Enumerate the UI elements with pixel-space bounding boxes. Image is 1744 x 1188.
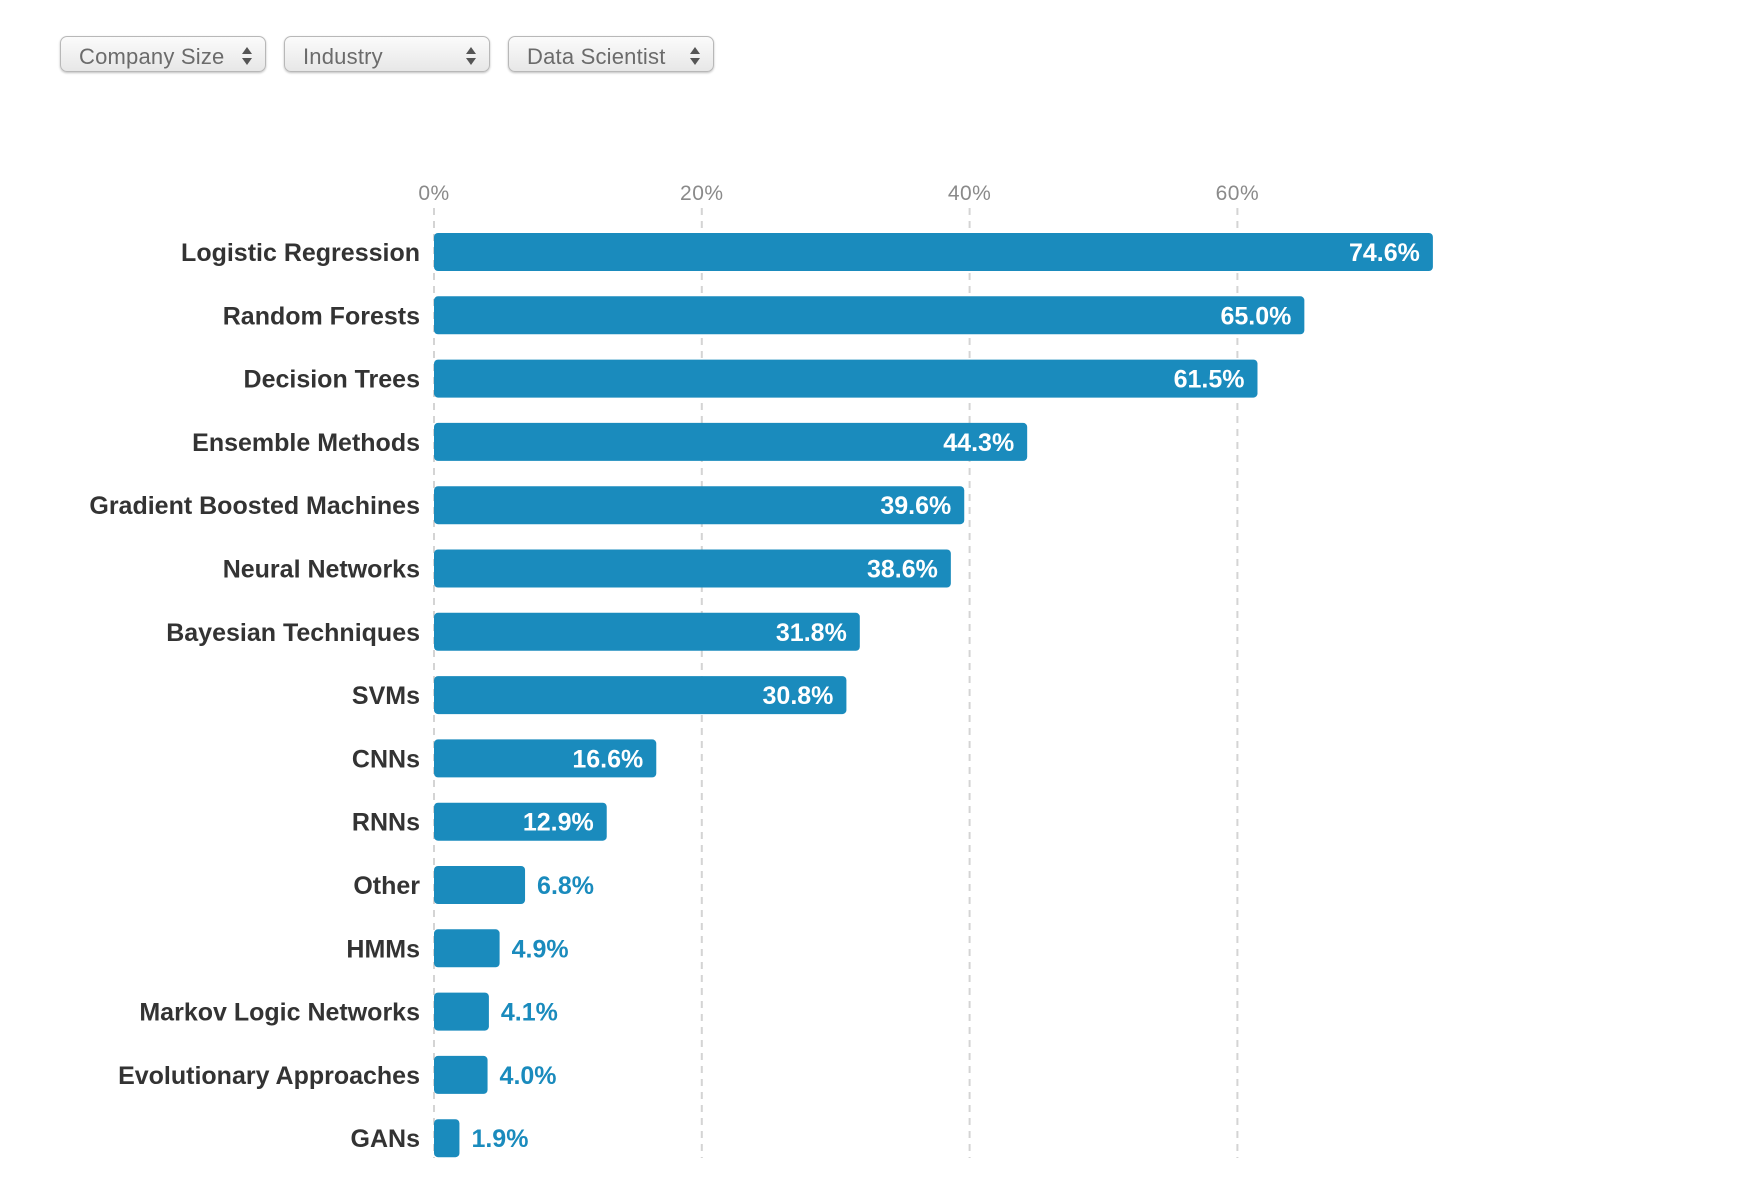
bar-value-label: 38.6% bbox=[867, 556, 938, 584]
job-title-select-value: Data Scientist bbox=[527, 44, 666, 69]
category-label: Random Forests bbox=[223, 302, 420, 330]
industry-select[interactable]: Industry bbox=[284, 36, 490, 72]
category-label: GANs bbox=[351, 1125, 420, 1153]
company-size-select-value: Company Size bbox=[79, 44, 225, 69]
bar bbox=[434, 676, 847, 715]
category-label: Bayesian Techniques bbox=[166, 619, 420, 647]
bar-value-label: 4.1% bbox=[501, 999, 558, 1027]
bar-value-label: 12.9% bbox=[523, 809, 594, 837]
bar-value-label: 4.0% bbox=[500, 1062, 557, 1090]
job-title-select[interactable]: Data Scientist bbox=[508, 36, 714, 72]
x-tick-label: 0% bbox=[418, 182, 449, 205]
bar-value-label: 31.8% bbox=[776, 619, 847, 647]
bar bbox=[434, 612, 860, 651]
up-down-arrows-icon bbox=[242, 47, 252, 65]
category-label: Gradient Boosted Machines bbox=[89, 492, 420, 520]
category-label: Evolutionary Approaches bbox=[118, 1062, 420, 1090]
bar-value-label: 74.6% bbox=[1349, 239, 1420, 267]
bar bbox=[434, 549, 951, 588]
category-label: Neural Networks bbox=[223, 556, 420, 584]
x-tick-label: 40% bbox=[948, 182, 992, 205]
category-label: Ensemble Methods bbox=[192, 429, 420, 457]
company-size-select[interactable]: Company Size bbox=[60, 36, 266, 72]
category-label: HMMs bbox=[346, 935, 420, 963]
category-label: Markov Logic Networks bbox=[139, 999, 420, 1027]
bar bbox=[434, 929, 500, 968]
bar-value-label: 44.3% bbox=[943, 429, 1014, 457]
bar bbox=[434, 802, 607, 841]
x-tick-label: 60% bbox=[1216, 182, 1260, 205]
industry-select-value: Industry bbox=[303, 44, 383, 69]
bar bbox=[434, 1119, 460, 1158]
category-label: Decision Trees bbox=[244, 366, 420, 394]
bar-value-label: 65.0% bbox=[1220, 302, 1291, 330]
bar bbox=[434, 359, 1258, 398]
bar-value-label: 61.5% bbox=[1174, 366, 1245, 394]
category-label: Other bbox=[353, 872, 420, 900]
bar bbox=[434, 992, 489, 1031]
category-label: RNNs bbox=[352, 809, 420, 837]
bar-value-label: 6.8% bbox=[537, 872, 594, 900]
up-down-arrows-icon bbox=[690, 47, 700, 65]
bar bbox=[434, 739, 657, 778]
category-label: SVMs bbox=[352, 682, 420, 710]
bar-value-label: 30.8% bbox=[763, 682, 834, 710]
bar-value-label: 1.9% bbox=[471, 1125, 528, 1153]
bar bbox=[434, 1055, 488, 1094]
bar-value-label: 39.6% bbox=[880, 492, 951, 520]
bar bbox=[434, 296, 1305, 335]
bar bbox=[434, 486, 965, 525]
bar bbox=[434, 866, 526, 904]
bar bbox=[434, 422, 1028, 461]
bar-value-label: 4.9% bbox=[512, 935, 569, 963]
up-down-arrows-icon bbox=[466, 47, 476, 65]
x-tick-label: 20% bbox=[680, 182, 724, 205]
category-label: CNNs bbox=[352, 745, 420, 773]
bar bbox=[434, 233, 1433, 271]
category-label: Logistic Regression bbox=[181, 239, 420, 267]
bar-value-label: 16.6% bbox=[572, 745, 643, 773]
